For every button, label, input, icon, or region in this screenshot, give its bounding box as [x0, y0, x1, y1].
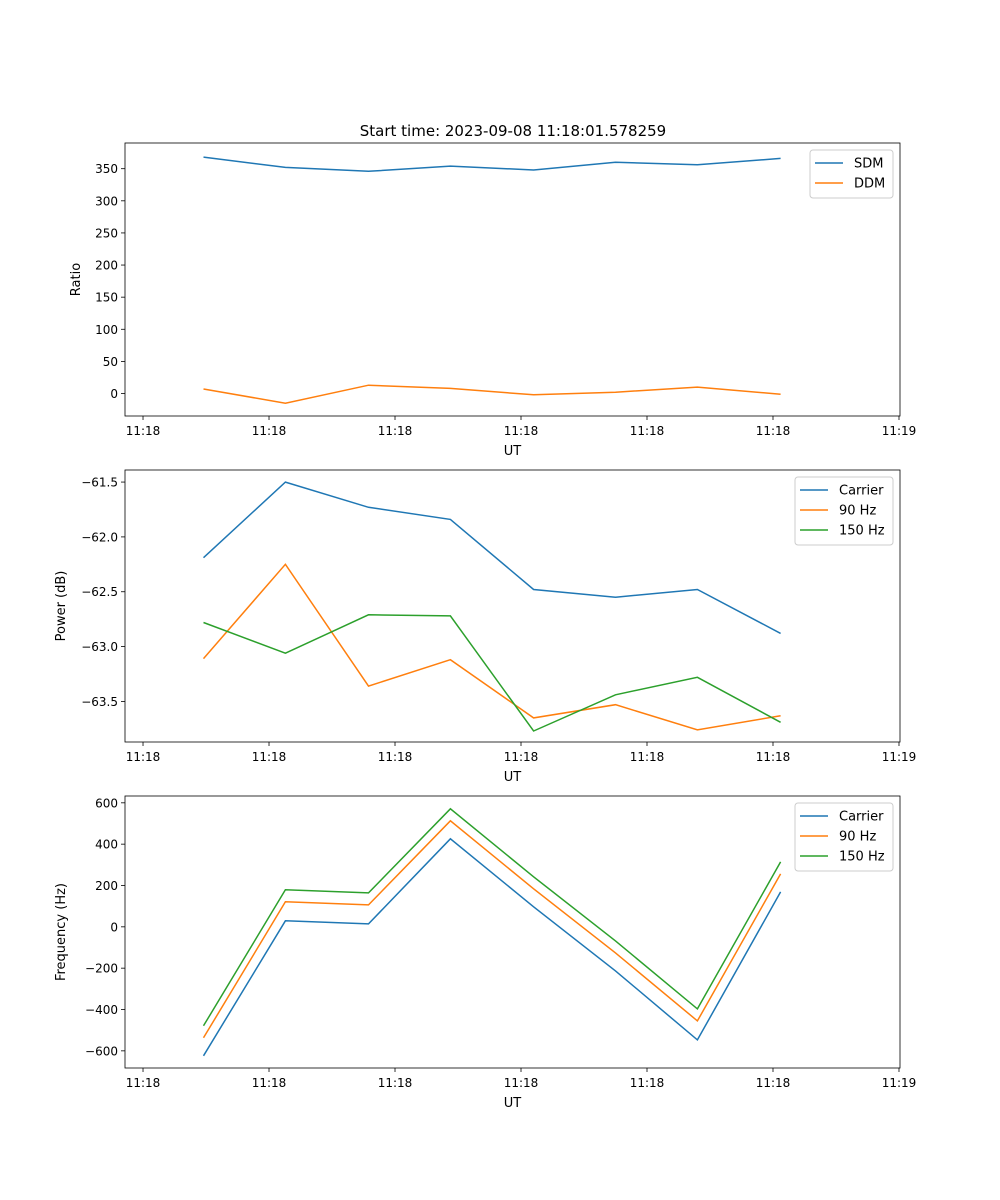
y-tick-label: −63.5	[81, 695, 118, 709]
x-axis-label: UT	[504, 444, 522, 459]
legend-box	[794, 476, 894, 546]
subplot-3: 11:18 11:18 11:18 11:18 11:18 11:18 11:19 −600 −…	[54, 795, 917, 1111]
y-tick-label: 50	[103, 355, 118, 369]
y-tick-label: 600	[95, 796, 118, 810]
y-tick-label: −61.5	[81, 476, 118, 490]
x-axis-label: UT	[504, 1096, 522, 1111]
x-tick-label: 11:18	[126, 424, 161, 438]
x-tick-label: 11:18	[504, 750, 539, 764]
x-tick-label: 11:18	[504, 424, 539, 438]
y-tick-label: 250	[95, 226, 118, 240]
legend-label: DDM	[854, 177, 885, 192]
y-tick-label: 350	[95, 162, 118, 176]
y-tick-label: 300	[95, 194, 118, 208]
y-tick-label: 100	[95, 323, 118, 337]
legend-label: SDM	[854, 157, 883, 172]
legend: Carrier 90 Hz 150 Hz	[794, 802, 894, 872]
axes-frame	[124, 142, 901, 417]
x-tick-label: 11:18	[378, 424, 413, 438]
x-tick-label: 11:18	[630, 424, 665, 438]
legend-label: 90 Hz	[839, 830, 876, 845]
x-tick-label: 11:18	[630, 750, 665, 764]
x-tick-label: 11:18	[252, 750, 287, 764]
series-line-ddm	[203, 384, 781, 404]
y-tick-label: 400	[95, 838, 118, 852]
x-tick-label: 11:19	[882, 424, 917, 438]
legend: SDM DDM	[809, 149, 894, 199]
y-tick-label: −200	[85, 962, 118, 976]
series-line-90-hz	[202, 819, 782, 1039]
x-tick-label: 11:19	[882, 750, 917, 764]
x-tick-label: 11:18	[756, 424, 791, 438]
x-tick-label: 11:18	[126, 750, 161, 764]
legend: Carrier 90 Hz 150 Hz	[794, 476, 894, 546]
figure-title: Start time: 2023-09-08 11:18:01.578259	[360, 122, 666, 140]
x-tick-label: 11:18	[126, 1076, 161, 1090]
y-tick-label: 0	[110, 387, 118, 401]
x-tick-label: 11:18	[756, 750, 791, 764]
y-axis-label: Power (dB)	[54, 571, 69, 642]
series-line-carrier	[202, 481, 781, 635]
series-line-90-hz	[202, 563, 781, 731]
y-tick-label: −62.0	[81, 530, 118, 544]
legend-label: 90 Hz	[839, 504, 876, 519]
x-tick-label: 11:18	[252, 1076, 287, 1090]
subplot-2: 11:18 11:18 11:18 11:18 11:18 11:18 11:19 −63.5…	[54, 469, 917, 785]
subplot-1: 11:18 11:18 11:18 11:18 11:18 11:18 11:19 0 50 10…	[69, 142, 917, 459]
axes-frame	[124, 795, 901, 1069]
y-axis-label: Ratio	[69, 263, 84, 296]
x-tick-label: 11:18	[378, 750, 413, 764]
y-tick-label: 0	[110, 920, 118, 934]
x-tick-label: 11:18	[756, 1076, 791, 1090]
y-axis-label: Frequency (Hz)	[54, 883, 69, 981]
x-tick-label: 11:18	[630, 1076, 665, 1090]
legend-box	[809, 149, 894, 199]
x-tick-label: 11:18	[378, 1076, 413, 1090]
legend-label: Carrier	[839, 484, 884, 499]
legend-label: Carrier	[839, 810, 884, 825]
legend-label: 150 Hz	[839, 850, 885, 865]
legend-box	[794, 802, 894, 872]
x-tick-label: 11:18	[252, 424, 287, 438]
x-tick-label: 11:19	[882, 1076, 917, 1090]
legend-label: 150 Hz	[839, 524, 885, 539]
y-tick-label: −62.5	[81, 585, 118, 599]
y-tick-label: −400	[85, 1003, 118, 1017]
axes-frame	[124, 469, 901, 743]
series-line-carrier	[202, 837, 782, 1057]
series-line-150-hz	[202, 807, 782, 1027]
y-tick-label: −600	[85, 1044, 118, 1058]
x-axis-label: UT	[504, 770, 522, 785]
y-tick-label: 200	[95, 259, 118, 273]
y-tick-label: 200	[95, 879, 118, 893]
y-tick-label: 150	[95, 291, 118, 305]
series-line-sdm	[203, 156, 781, 173]
x-tick-label: 11:18	[504, 1076, 539, 1090]
series-line-150-hz	[203, 614, 781, 732]
y-tick-label: −63.0	[81, 640, 118, 654]
